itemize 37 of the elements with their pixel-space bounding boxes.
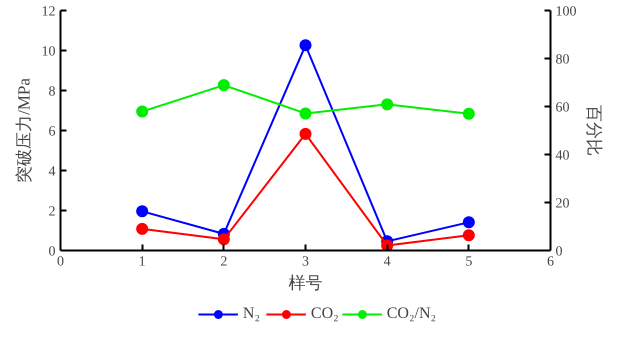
x-axis-title: 样号 — [288, 274, 322, 292]
y2-tick-label: 20 — [556, 196, 570, 212]
legend-label: CO₂/N₂ — [386, 305, 436, 323]
y2-tick-label: 60 — [556, 100, 570, 116]
y-tick-label: 2 — [48, 204, 56, 220]
y-tick-label: 6 — [48, 124, 56, 140]
x-tick-label: 5 — [465, 254, 472, 270]
y-axis-title: 突破压力/MPa — [14, 78, 34, 183]
y-tick-label: 8 — [48, 84, 56, 100]
x-tick-label: 2 — [220, 254, 228, 270]
x-tick-label: 6 — [547, 254, 554, 270]
y2-axis-title: 百分比 — [584, 105, 604, 156]
point — [300, 128, 312, 140]
legend-label: N₂ — [242, 305, 262, 323]
point — [462, 229, 475, 242]
y-tick-label: 10 — [42, 44, 56, 60]
point — [381, 98, 394, 110]
y-tick-label: 0 — [48, 244, 56, 260]
x-tick-label: 3 — [302, 254, 309, 270]
point — [300, 107, 312, 120]
y-tick-label: 12 — [42, 4, 56, 20]
x-tick-label: 4 — [384, 254, 391, 270]
point — [218, 79, 230, 92]
point — [136, 205, 148, 218]
y2-tick-label: 0 — [556, 244, 562, 260]
point — [136, 106, 148, 118]
x-tick-label: 1 — [138, 254, 146, 270]
point — [136, 222, 148, 235]
point — [300, 39, 312, 52]
y2-tick-label: 100 — [556, 4, 576, 20]
y2-tick-label: 80 — [556, 52, 570, 68]
legend-label: CO₂ — [310, 305, 339, 323]
point — [462, 216, 475, 228]
y2-tick-label: 40 — [556, 148, 570, 164]
point — [218, 233, 230, 246]
y-tick-label: 4 — [48, 164, 56, 180]
point — [462, 108, 475, 120]
